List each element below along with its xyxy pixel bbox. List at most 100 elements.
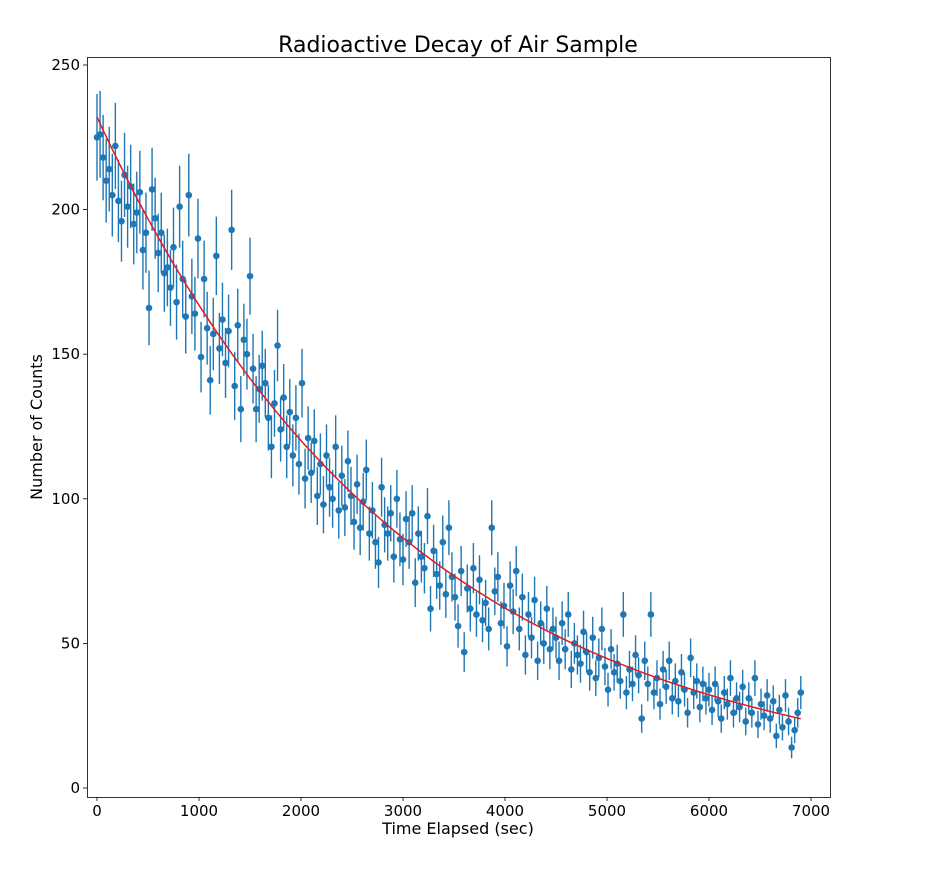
data-point bbox=[427, 605, 434, 612]
data-point bbox=[167, 284, 174, 291]
data-point bbox=[568, 666, 575, 673]
data-point bbox=[610, 669, 618, 676]
data-point bbox=[779, 723, 786, 731]
data-point bbox=[369, 507, 376, 514]
data-point bbox=[742, 718, 750, 725]
data-point bbox=[769, 697, 777, 705]
plot-marks bbox=[93, 90, 805, 759]
data-point bbox=[644, 680, 652, 688]
data-point bbox=[491, 588, 499, 595]
data-point bbox=[206, 376, 214, 384]
data-point bbox=[433, 570, 440, 578]
data-point bbox=[494, 573, 502, 581]
data-point bbox=[727, 674, 734, 682]
data-point bbox=[320, 501, 327, 508]
data-point bbox=[748, 709, 756, 717]
data-point bbox=[451, 593, 459, 601]
data-point bbox=[173, 298, 180, 306]
data-point bbox=[763, 692, 771, 699]
data-point bbox=[788, 744, 795, 751]
data-point bbox=[711, 680, 719, 688]
data-point bbox=[500, 602, 508, 610]
data-point bbox=[460, 648, 468, 656]
data-point bbox=[488, 524, 496, 532]
data-point bbox=[96, 131, 104, 138]
data-point bbox=[776, 706, 783, 714]
data-point bbox=[359, 498, 367, 505]
data-point bbox=[366, 530, 373, 537]
data-point bbox=[751, 674, 759, 682]
axes: 0 1000 2000 3000 4000 5000 6000 7000 0 50 100 150 20… bbox=[51, 56, 830, 820]
data-point bbox=[200, 275, 208, 283]
data-point bbox=[620, 611, 627, 618]
data-point bbox=[785, 718, 792, 725]
x-tick-label: 1000 bbox=[180, 802, 218, 820]
data-point bbox=[145, 304, 153, 312]
data-point bbox=[656, 700, 664, 708]
data-point bbox=[124, 203, 131, 211]
data-point bbox=[372, 538, 379, 546]
data-point bbox=[537, 619, 544, 627]
data-point bbox=[534, 657, 541, 665]
data-point bbox=[543, 605, 551, 612]
y-tick-label: 50 bbox=[61, 634, 80, 652]
data-point bbox=[766, 715, 774, 722]
data-point bbox=[274, 342, 281, 349]
data-point bbox=[668, 695, 676, 702]
data-point bbox=[246, 272, 254, 280]
data-point bbox=[586, 669, 593, 676]
data-point bbox=[185, 191, 193, 199]
data-point bbox=[549, 625, 557, 633]
data-point bbox=[467, 605, 474, 612]
data-point bbox=[356, 524, 364, 532]
data-point bbox=[341, 504, 349, 511]
data-point bbox=[133, 209, 141, 216]
data-point bbox=[457, 567, 465, 575]
data-point bbox=[194, 235, 202, 242]
data-point bbox=[574, 651, 581, 659]
data-point bbox=[387, 509, 395, 517]
data-point bbox=[289, 452, 297, 459]
data-point bbox=[473, 611, 480, 618]
data-point bbox=[375, 559, 382, 566]
data-point bbox=[240, 336, 248, 344]
data-point bbox=[470, 564, 477, 572]
data-point bbox=[678, 669, 685, 676]
data-point bbox=[577, 660, 584, 667]
data-point bbox=[402, 515, 410, 523]
y-tick-label: 0 bbox=[70, 779, 80, 797]
data-point bbox=[632, 651, 639, 659]
data-point bbox=[601, 663, 609, 670]
data-point bbox=[415, 530, 422, 537]
data-point bbox=[188, 293, 196, 300]
data-point bbox=[684, 709, 691, 717]
data-point bbox=[592, 674, 600, 682]
data-point bbox=[598, 625, 606, 633]
data-point bbox=[332, 443, 339, 451]
y-tick-label: 100 bbox=[51, 490, 80, 508]
data-point bbox=[314, 492, 321, 500]
data-point bbox=[411, 579, 419, 586]
data-point bbox=[136, 188, 144, 196]
x-tick-label: 3000 bbox=[384, 802, 422, 820]
data-point bbox=[408, 509, 416, 517]
data-point bbox=[662, 683, 670, 691]
data-point bbox=[295, 460, 303, 468]
data-point bbox=[130, 220, 138, 228]
data-point bbox=[515, 625, 523, 633]
data-point bbox=[589, 634, 597, 641]
data-point bbox=[148, 186, 156, 193]
data-point bbox=[659, 666, 667, 673]
data-point bbox=[512, 567, 520, 575]
data-point bbox=[476, 576, 483, 584]
data-point bbox=[479, 616, 486, 624]
data-point bbox=[794, 709, 802, 717]
data-point bbox=[105, 165, 113, 173]
data-point bbox=[344, 457, 352, 465]
data-point bbox=[283, 443, 291, 451]
data-point bbox=[292, 414, 300, 422]
data-point bbox=[252, 405, 260, 413]
data-point bbox=[237, 405, 245, 413]
data-point bbox=[522, 651, 529, 659]
data-point bbox=[555, 657, 563, 665]
